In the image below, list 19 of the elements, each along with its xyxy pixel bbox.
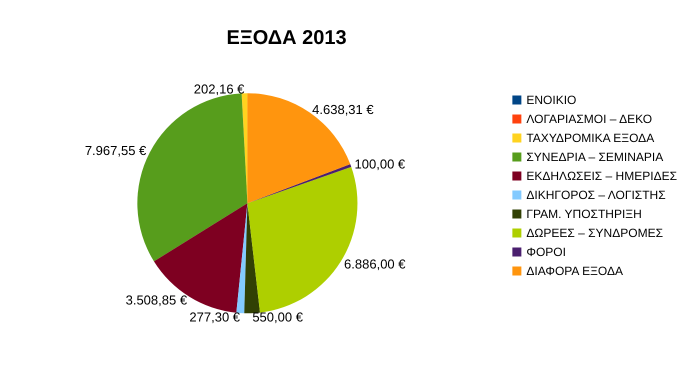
data-label: 4.638,31 € bbox=[312, 102, 374, 117]
legend-label: ΕΝΟΙΚΙΟ bbox=[526, 93, 576, 107]
legend-label: ΤΑΧΥΔΡΟΜΙΚΑ ΕΞΟΔΑ bbox=[526, 131, 654, 145]
legend-label: ΔΙΑΦΟΡΑ ΕΞΟΔΑ bbox=[526, 264, 623, 278]
data-label: 100,00 € bbox=[354, 156, 406, 172]
legend-label: ΕΚΔΗΛΩΣΕΙΣ – ΗΜΕΡΙΔΕΣ bbox=[526, 169, 678, 183]
data-label: 7.967,55 € bbox=[84, 143, 148, 158]
data-label: 550,00 € bbox=[252, 310, 304, 325]
data-label: 277,30 € bbox=[189, 310, 241, 325]
legend-label: ΣΥΝΕΔΡΙΑ – ΣΕΜΙΝΑΡΙΑ bbox=[526, 150, 664, 164]
legend-label: ΓΡΑΜ. ΥΠΟΣΤΗΡΙΞΗ bbox=[526, 207, 642, 221]
legend-label: ΔΩΡΕΕΣ – ΣΥΝΔΡΟΜΕΣ bbox=[526, 226, 663, 240]
legend-label: ΦΟΡΟΙ bbox=[526, 245, 566, 259]
data-label: 202,16 € bbox=[194, 82, 246, 97]
legend-label: ΛΟΓΑΡΙΑΣΜΟΙ – ΔΕΚΟ bbox=[526, 112, 652, 126]
chart-title: ΕΞΟΔΑ 2013 bbox=[226, 27, 347, 49]
legend-label: ΔΙΚΗΓΟΡΟΣ – ΛΟΓΙΣΤΗΣ bbox=[526, 188, 666, 202]
data-label: 6.886,00 € bbox=[344, 256, 406, 272]
data-label: 3.508,85 € bbox=[126, 292, 188, 308]
